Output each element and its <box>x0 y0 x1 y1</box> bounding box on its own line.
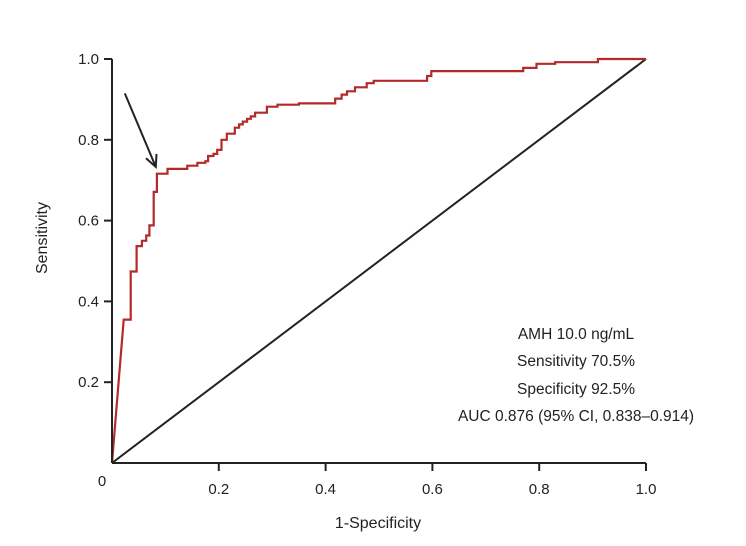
x-tick-label: 1.0 <box>636 481 657 498</box>
annotation-line: Sensitivity 70.5% <box>517 353 635 370</box>
cutoff-arrow-line <box>123 92 157 168</box>
x-tick-label: 0.2 <box>208 481 229 498</box>
axes <box>111 59 646 464</box>
x-tick-label: 0.4 <box>315 481 336 498</box>
cutoff-arrow-head <box>145 153 158 170</box>
tick-marks: 0.2 0.4 0.6 0.8 1.0 0.2 0.4 0.6 0.8 1.0 <box>78 51 656 498</box>
annotation-line: Specificity 92.5% <box>517 381 635 398</box>
y-tick-label: 0.6 <box>78 213 99 230</box>
annotation-line: AMH 10.0 ng/mL <box>518 326 635 343</box>
y-tick-label: 0.4 <box>78 293 99 310</box>
reference-diagonal-line <box>111 58 647 464</box>
annotation-block: AMH 10.0 ng/mL Sensitivity 70.5% Specifici… <box>458 326 694 425</box>
x-axis-title: 1-Specificity <box>335 515 421 532</box>
x-tick-label: 0.8 <box>529 481 550 498</box>
y-axis-title: Sensitivity <box>34 202 51 274</box>
y-tick-label: 1.0 <box>78 51 99 68</box>
x-tick-label: 0.6 <box>422 481 443 498</box>
annotation-line: AUC 0.876 (95% CI, 0.838–0.914) <box>458 408 694 425</box>
y-tick-label: 0.2 <box>78 374 99 391</box>
plot-area <box>110 57 647 464</box>
origin-tick-label: 0 <box>98 473 106 490</box>
y-tick-label: 0.8 <box>78 132 99 149</box>
roc-curve-line <box>110 57 646 464</box>
